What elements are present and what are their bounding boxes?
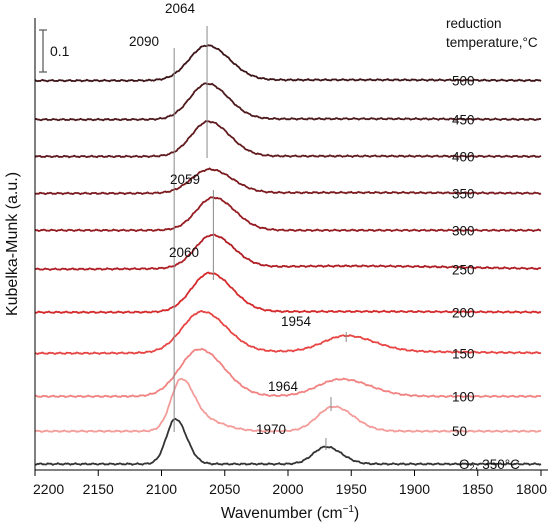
series-label-11: O₂, 350°C <box>459 457 520 472</box>
series-label-10: 50 <box>452 424 467 439</box>
peak-label-2: 2090 <box>129 34 159 49</box>
series-line-3 <box>34 120 542 159</box>
x-tick-label-2: 2150 <box>83 481 114 497</box>
series-label-8: 150 <box>452 346 475 361</box>
series-label-5: 300 <box>452 223 475 238</box>
x-axis-title: Wavenumber (cm−1) <box>221 504 359 522</box>
y-axis-title: Kubelka-Munk (a.u.) <box>4 172 21 316</box>
peak-label-3: 2059 <box>170 172 200 187</box>
series-label-6: 250 <box>452 262 475 277</box>
legend-title-line1: reduction <box>446 16 502 31</box>
series-label-2: 450 <box>452 113 475 128</box>
x-tick-label-4: 2050 <box>209 481 240 497</box>
series-line-4 <box>34 167 542 196</box>
series-line-5 <box>34 196 542 233</box>
series-line-9 <box>34 347 541 399</box>
series-label-1: 500 <box>452 74 475 89</box>
series-label-3: 400 <box>452 150 475 165</box>
scale-bar-label: 0.1 <box>50 43 70 59</box>
series-layer <box>34 44 542 466</box>
x-tick-label-1: 2200 <box>33 481 64 497</box>
peak-label-1: 2064 <box>165 1 196 16</box>
series-line-8 <box>34 310 542 356</box>
legend-title-line2: temperature,°C <box>446 35 538 50</box>
peak-label-7: 1970 <box>256 422 286 437</box>
axes-layer <box>34 18 548 471</box>
series-label-4: 350 <box>452 186 475 201</box>
series-line-10 <box>34 377 542 434</box>
series-line-7 <box>34 271 542 315</box>
x-tick-label-8: 1850 <box>462 481 493 497</box>
x-tick-label-9: 1800 <box>516 481 547 497</box>
series-line-11 <box>35 417 542 466</box>
x-axis-title-sup: −1 <box>343 504 355 515</box>
tick-layer: 2200 2150 2100 2050 2000 1950 1900 1850 1800 <box>33 470 547 497</box>
x-tick-label-3: 2100 <box>146 481 177 497</box>
peak-label-6: 1964 <box>268 379 299 394</box>
x-tick-label-7: 1900 <box>399 481 430 497</box>
series-line-1 <box>34 44 542 83</box>
x-axis-title-main: Wavenumber (cm <box>221 505 343 522</box>
guide-layer <box>173 26 347 450</box>
scale-bar: 0.1 <box>39 29 70 73</box>
series-label-9: 100 <box>452 389 475 404</box>
peak-label-5: 1954 <box>281 314 312 329</box>
x-tick-label-6: 1950 <box>336 481 367 497</box>
series-label-7: 200 <box>452 305 475 320</box>
x-tick-label-5: 2000 <box>272 481 303 497</box>
x-axis-title-close: ) <box>354 505 359 522</box>
peak-label-4: 2060 <box>169 245 199 260</box>
series-line-2 <box>34 82 542 122</box>
series-line-6 <box>34 233 542 272</box>
label-layer: 500 450 400 350 300 250 200 150 100 50 O₂, 350°C 20… <box>129 1 520 472</box>
